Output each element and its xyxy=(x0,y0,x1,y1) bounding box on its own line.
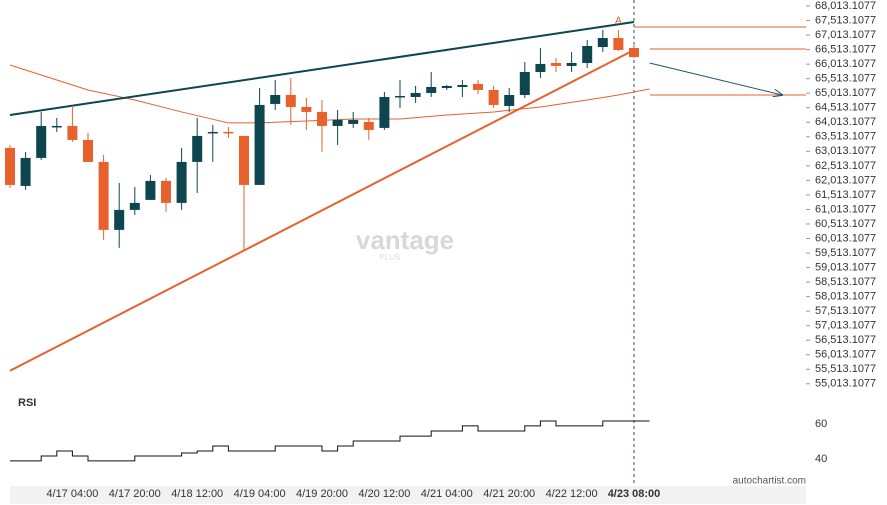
candle-body xyxy=(535,63,546,72)
x-tick-label: 4/19 04:00 xyxy=(234,488,286,500)
candle-body xyxy=(457,84,468,87)
candle-body xyxy=(566,62,577,66)
rsi-line xyxy=(10,420,650,462)
candle-body xyxy=(176,161,187,203)
candle-body xyxy=(613,38,624,50)
candle-body xyxy=(488,89,499,105)
candle-body xyxy=(223,131,234,134)
rsi-title: RSI xyxy=(18,397,36,409)
candle-body xyxy=(317,111,327,126)
candle-body xyxy=(114,209,125,230)
candle-body xyxy=(192,135,203,162)
x-tick-label: 4/21 20:00 xyxy=(483,488,535,500)
candle-body xyxy=(363,121,374,130)
y-tick-label: 57,013.1077 xyxy=(815,320,876,332)
candle-body xyxy=(301,106,312,112)
y-tick-label: 58,513.1077 xyxy=(815,276,876,288)
y-tick-label: 55,013.1077 xyxy=(815,378,876,390)
rsi-tick-label: 40 xyxy=(815,453,827,465)
candle-body xyxy=(379,96,390,128)
x-axis-band xyxy=(10,486,806,504)
y-tick-label: 56,013.1077 xyxy=(815,349,876,361)
y-tick-label: 58,013.1077 xyxy=(815,291,876,303)
x-tick-label: 4/17 04:00 xyxy=(46,488,98,500)
candle-body xyxy=(83,139,93,162)
x-tick-label: 4/17 20:00 xyxy=(109,488,161,500)
candle-body xyxy=(332,119,343,126)
candle-body xyxy=(348,119,359,124)
y-tick-label: 59,013.1077 xyxy=(815,261,876,273)
watermark: vantage xyxy=(356,225,454,255)
candle-body xyxy=(207,131,218,134)
y-tick-label: 67,013.1077 xyxy=(815,29,876,41)
y-tick-label: 63,513.1077 xyxy=(815,131,876,143)
y-tick-label: 62,013.1077 xyxy=(815,174,876,186)
x-tick-label: 4/23 08:00 xyxy=(608,488,661,500)
watermark-sub: PLUS xyxy=(380,253,401,262)
support-line xyxy=(9,49,635,372)
y-tick-label: 60,513.1077 xyxy=(815,218,876,230)
y-tick-label: 68,013.1077 xyxy=(815,0,876,12)
credit: autochartist.com xyxy=(733,476,806,487)
resistance-line xyxy=(9,21,635,116)
candle-body xyxy=(51,125,62,128)
moving-average xyxy=(9,64,650,124)
candle-body xyxy=(270,94,281,104)
candle-body xyxy=(5,147,15,185)
x-tick-label: 4/18 12:00 xyxy=(171,488,223,500)
candle-body xyxy=(36,125,47,158)
candle-body xyxy=(67,125,78,140)
y-tick-label: 63,013.1077 xyxy=(815,145,876,157)
y-tick-label: 66,013.1077 xyxy=(815,58,876,70)
candle-body xyxy=(239,135,249,185)
candle-body xyxy=(551,62,561,66)
candle-body xyxy=(285,94,296,107)
rsi-tick-label: 60 xyxy=(815,418,827,430)
y-tick-label: 64,013.1077 xyxy=(815,116,876,128)
y-tick-label: 65,013.1077 xyxy=(815,87,876,99)
candle-body xyxy=(410,92,421,97)
x-tick-label: 4/22 12:00 xyxy=(546,488,598,500)
y-tick-label: 57,513.1077 xyxy=(815,305,876,317)
candle-body xyxy=(395,95,405,98)
y-tick-label: 64,513.1077 xyxy=(815,102,876,114)
candle-body xyxy=(145,180,156,200)
x-tick-label: 4/19 20:00 xyxy=(296,488,348,500)
candle-body xyxy=(129,202,140,210)
candle-body xyxy=(426,86,437,93)
y-tick-label: 61,013.1077 xyxy=(815,203,876,215)
candle-body xyxy=(504,94,515,106)
pattern-label: A xyxy=(615,16,622,27)
candle-body xyxy=(161,180,171,203)
candle-body xyxy=(98,161,109,230)
candle-body xyxy=(473,83,483,90)
y-tick-label: 61,513.1077 xyxy=(815,189,876,201)
y-tick-label: 59,513.1077 xyxy=(815,247,876,259)
x-tick-label: 4/20 12:00 xyxy=(358,488,410,500)
y-tick-label: 65,513.1077 xyxy=(815,73,876,85)
y-tick-label: 67,513.1077 xyxy=(815,14,876,26)
y-tick-label: 66,513.1077 xyxy=(815,44,876,56)
candle-body xyxy=(254,104,265,185)
y-tick-label: 60,013.1077 xyxy=(815,232,876,244)
y-tick-label: 62,513.1077 xyxy=(815,160,876,172)
y-tick-label: 56,513.1077 xyxy=(815,334,876,346)
y-tick-label: 55,513.1077 xyxy=(815,363,876,375)
forecast-arrow xyxy=(649,62,783,95)
candle-body xyxy=(519,71,530,95)
candle-body xyxy=(20,157,31,186)
candle-body xyxy=(597,38,608,47)
candle-body xyxy=(629,48,639,57)
candle-body xyxy=(582,46,593,63)
x-tick-label: 4/21 04:00 xyxy=(421,488,473,500)
candle-body xyxy=(441,85,452,89)
